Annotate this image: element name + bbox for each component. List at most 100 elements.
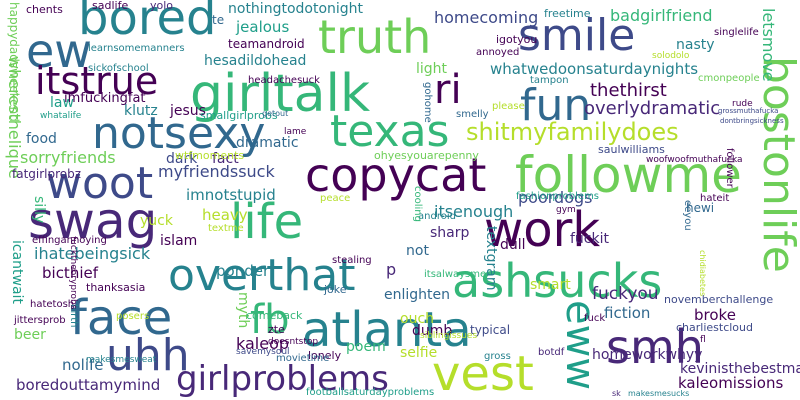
- word: gross: [484, 351, 511, 362]
- word: sickofschool: [88, 63, 149, 74]
- word: wtfmoments: [175, 149, 245, 162]
- word: itstrue: [35, 59, 159, 103]
- word: p: [386, 260, 397, 279]
- word: fashionproblems: [516, 191, 600, 202]
- word: wheresthelique: [5, 56, 24, 179]
- word: lame: [284, 127, 307, 137]
- word: thanksasia: [86, 281, 146, 294]
- word: whatalife: [40, 111, 82, 121]
- word: dumb: [412, 323, 453, 339]
- word: chents: [26, 3, 63, 16]
- word: smelly: [456, 109, 489, 120]
- word: heavy: [202, 206, 248, 224]
- word: notsexy: [92, 108, 266, 159]
- word: selfie: [400, 345, 438, 361]
- word: chidiabetes: [698, 250, 707, 297]
- word: myth: [235, 292, 251, 329]
- word: dramatic: [236, 135, 299, 151]
- word: lonely: [308, 349, 342, 362]
- word: truth: [318, 10, 432, 64]
- word: followme: [515, 146, 742, 204]
- word: itsenough: [434, 202, 514, 221]
- word: not: [406, 243, 429, 259]
- word: nolife: [62, 356, 104, 374]
- word: ohyesyouarepenny: [374, 149, 479, 162]
- word: zte: [268, 323, 285, 336]
- word: hatetosh: [30, 299, 75, 310]
- word: makesmesweat: [86, 355, 157, 365]
- word: enlighten: [384, 287, 451, 303]
- word: textgram: [483, 226, 499, 291]
- word: gym: [556, 205, 576, 215]
- word: novemberchallenge: [664, 293, 774, 306]
- word: kaleop: [236, 334, 290, 353]
- word: teamandroid: [228, 37, 305, 51]
- word: siblingissues: [420, 331, 478, 341]
- word: smh: [606, 320, 704, 374]
- word: fuckit: [570, 231, 609, 247]
- word: letsmove: [759, 8, 778, 82]
- word: fuck: [584, 313, 606, 324]
- word: posers: [116, 311, 150, 322]
- word: ouch: [400, 311, 435, 327]
- word: homecoming: [434, 8, 539, 27]
- word: singlelife: [714, 27, 759, 38]
- word: homeworkwhyy: [592, 347, 703, 363]
- word: fb: [250, 297, 290, 343]
- word: imfuckingfat: [64, 91, 146, 106]
- word: comeback: [246, 309, 303, 322]
- word: sharp: [430, 225, 470, 241]
- word: fun: [520, 80, 592, 131]
- word: shitmyfamilydoes: [466, 118, 679, 146]
- word: sadlife: [92, 0, 129, 12]
- word: girltalk: [190, 64, 371, 124]
- word: smallgirlprobs: [200, 109, 278, 122]
- word: dull: [500, 237, 526, 253]
- word: eeyou: [682, 200, 693, 231]
- word: boredouttamymind: [16, 376, 161, 394]
- word: poem: [346, 339, 386, 355]
- word: islam: [160, 233, 198, 249]
- word: uhh: [106, 330, 190, 381]
- word: fact: [212, 151, 239, 167]
- word: bicthief: [42, 264, 99, 282]
- word: headachesuck: [248, 75, 320, 86]
- word: woot: [46, 158, 154, 209]
- word: android: [418, 211, 456, 222]
- word: whatwedoonsaturdaynights: [490, 60, 699, 78]
- word: follower: [724, 148, 735, 188]
- word: dontbringsickness: [720, 117, 784, 125]
- word: joke: [324, 283, 347, 296]
- word: icantwait: [9, 240, 25, 304]
- word: woofwoofmuthafucka: [646, 155, 743, 165]
- word: badgirlfriend: [610, 6, 713, 25]
- word: fatgirlprobz: [12, 167, 82, 181]
- word: botdf: [538, 347, 565, 358]
- word: fucktheoryprobs: [68, 236, 78, 310]
- word: getout: [262, 109, 289, 118]
- word: stealing: [332, 255, 372, 266]
- word: jealous: [236, 18, 290, 36]
- word: bored: [78, 0, 217, 46]
- word: ri: [434, 67, 462, 113]
- word: please: [492, 101, 525, 112]
- word: ihatebeingsick: [34, 244, 151, 263]
- word: broke: [694, 306, 736, 324]
- word: birth: [68, 304, 79, 328]
- word: hesadildohead: [204, 53, 307, 69]
- word: grossmuthafucka: [718, 107, 779, 115]
- word: ashsucks: [452, 254, 663, 308]
- word: kevinisthebestman: [680, 361, 800, 377]
- word: yolo: [150, 0, 174, 12]
- word: thethirst: [590, 80, 667, 101]
- word: eww: [557, 300, 603, 391]
- word: overlydramatic: [584, 98, 721, 119]
- word: makesmesucks: [628, 389, 690, 398]
- word: ponder: [216, 262, 270, 280]
- word: sk: [612, 389, 621, 398]
- word: kaleomissions: [678, 374, 784, 392]
- word: fuckyou: [592, 284, 659, 304]
- word: smile: [518, 10, 636, 61]
- word: life: [230, 194, 304, 250]
- word: smart: [530, 277, 571, 293]
